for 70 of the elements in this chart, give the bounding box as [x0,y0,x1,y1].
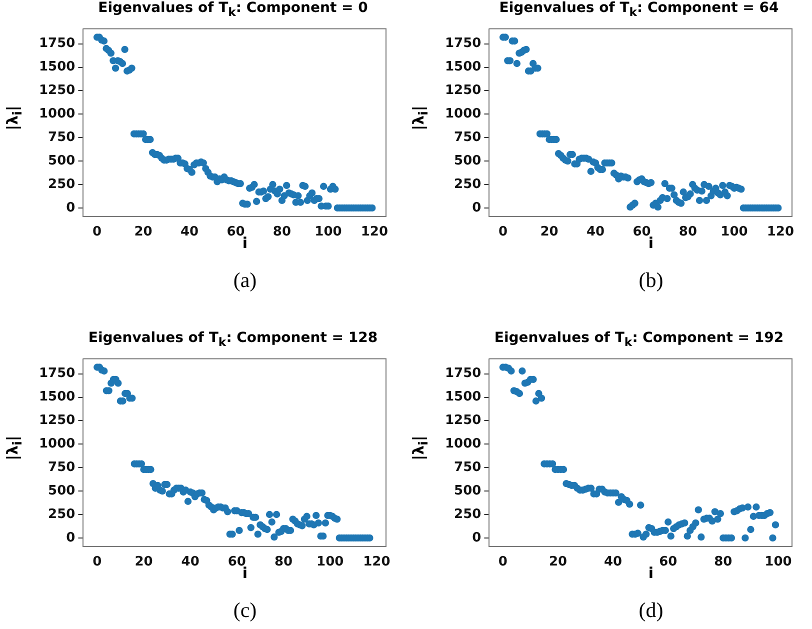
y-tick-label: 1250 [444,413,482,428]
text: (b) [638,268,664,293]
y-tick-label: 1000 [444,436,482,452]
y-tick-label: 250 [454,176,482,192]
x-tick-label: 0 [498,554,508,570]
x-tick-label: 60 [659,554,678,570]
y-tick-label: 500 [454,483,482,498]
x-tick-label: 20 [134,554,153,570]
y-tick-label: 750 [48,130,76,145]
x-tick-label: 20 [134,224,152,240]
y-tick-label: 1000 [38,436,76,452]
y-tick-label: 500 [454,153,482,168]
y-tick-label: 1250 [444,83,482,98]
x-tick-label: 100 [720,224,748,240]
y-tick-label: 750 [48,460,76,475]
x-axis-title: i [242,564,248,582]
x-tick-label: 80 [272,224,292,240]
x-tick-label: 100 [316,554,344,570]
chart-title: Eigenvalues of T$_{k}$: Component = 128 [87,330,379,349]
y-tick-label: 250 [48,176,76,192]
chart-title: Eigenvalues of T$_{k}$: Component = 64 [498,0,780,19]
y-tick-label: 1750 [444,36,482,52]
x-tick-label: 60 [226,224,245,240]
y-tick-label: 1500 [444,390,482,405]
chart-title: Eigenvalues of T$_{k}$: Component = 192 [493,330,785,349]
x-tick-label: 0 [92,554,102,570]
y-tick-label: 0 [66,530,76,546]
y-tick-label: 1500 [38,390,76,405]
x-axis-title: i [648,234,654,252]
x-tick-label: 40 [604,554,622,570]
y-tick-label: 1250 [38,413,76,428]
y-tick-label: 1750 [38,366,76,382]
x-tick-label: 20 [540,224,558,240]
y-tick-label: 1750 [444,366,482,382]
y-tick-label: 250 [454,506,482,522]
x-tick-label: 80 [714,554,732,570]
y-tick-label: 1250 [38,83,76,98]
y-tick-label: 500 [48,483,76,498]
x-tick-label: 80 [678,224,698,240]
y-tick-label: 0 [472,530,482,546]
x-tick-label: 20 [548,554,568,570]
y-tick-label: 0 [66,200,76,216]
x-tick-label: 0 [498,224,508,240]
y-tick-label: 500 [48,153,76,168]
x-tick-label: 100 [764,554,792,570]
y-tick-label: 1500 [444,60,482,75]
chart-title: Eigenvalues of T$_{k}$: Component = 0 [97,0,369,19]
x-tick-label: 120 [363,554,390,570]
y-tick-label: 250 [48,506,76,522]
x-tick-label: 80 [274,554,293,570]
text: (c) [232,598,258,623]
x-tick-label: 40 [180,224,199,240]
x-tick-label: 40 [181,554,200,570]
text: (d) [638,598,664,623]
y-tick-label: 1000 [444,106,482,122]
y-tick-label: 1000 [38,106,76,122]
x-tick-label: 0 [92,224,102,240]
y-tick-label: 750 [454,130,482,145]
x-tick-label: 120 [766,224,794,240]
y-tick-label: 1500 [38,60,76,75]
x-tick-label: 100 [314,224,342,240]
text: (a) [232,268,258,293]
x-axis-title: i [242,234,248,252]
x-tick-label: 60 [632,224,651,240]
x-tick-label: 40 [586,224,605,240]
y-tick-label: 0 [472,200,482,216]
x-axis-title: i [648,564,654,582]
y-tick-label: 750 [454,460,482,475]
x-tick-label: 120 [360,224,388,240]
y-tick-label: 1750 [38,36,76,52]
